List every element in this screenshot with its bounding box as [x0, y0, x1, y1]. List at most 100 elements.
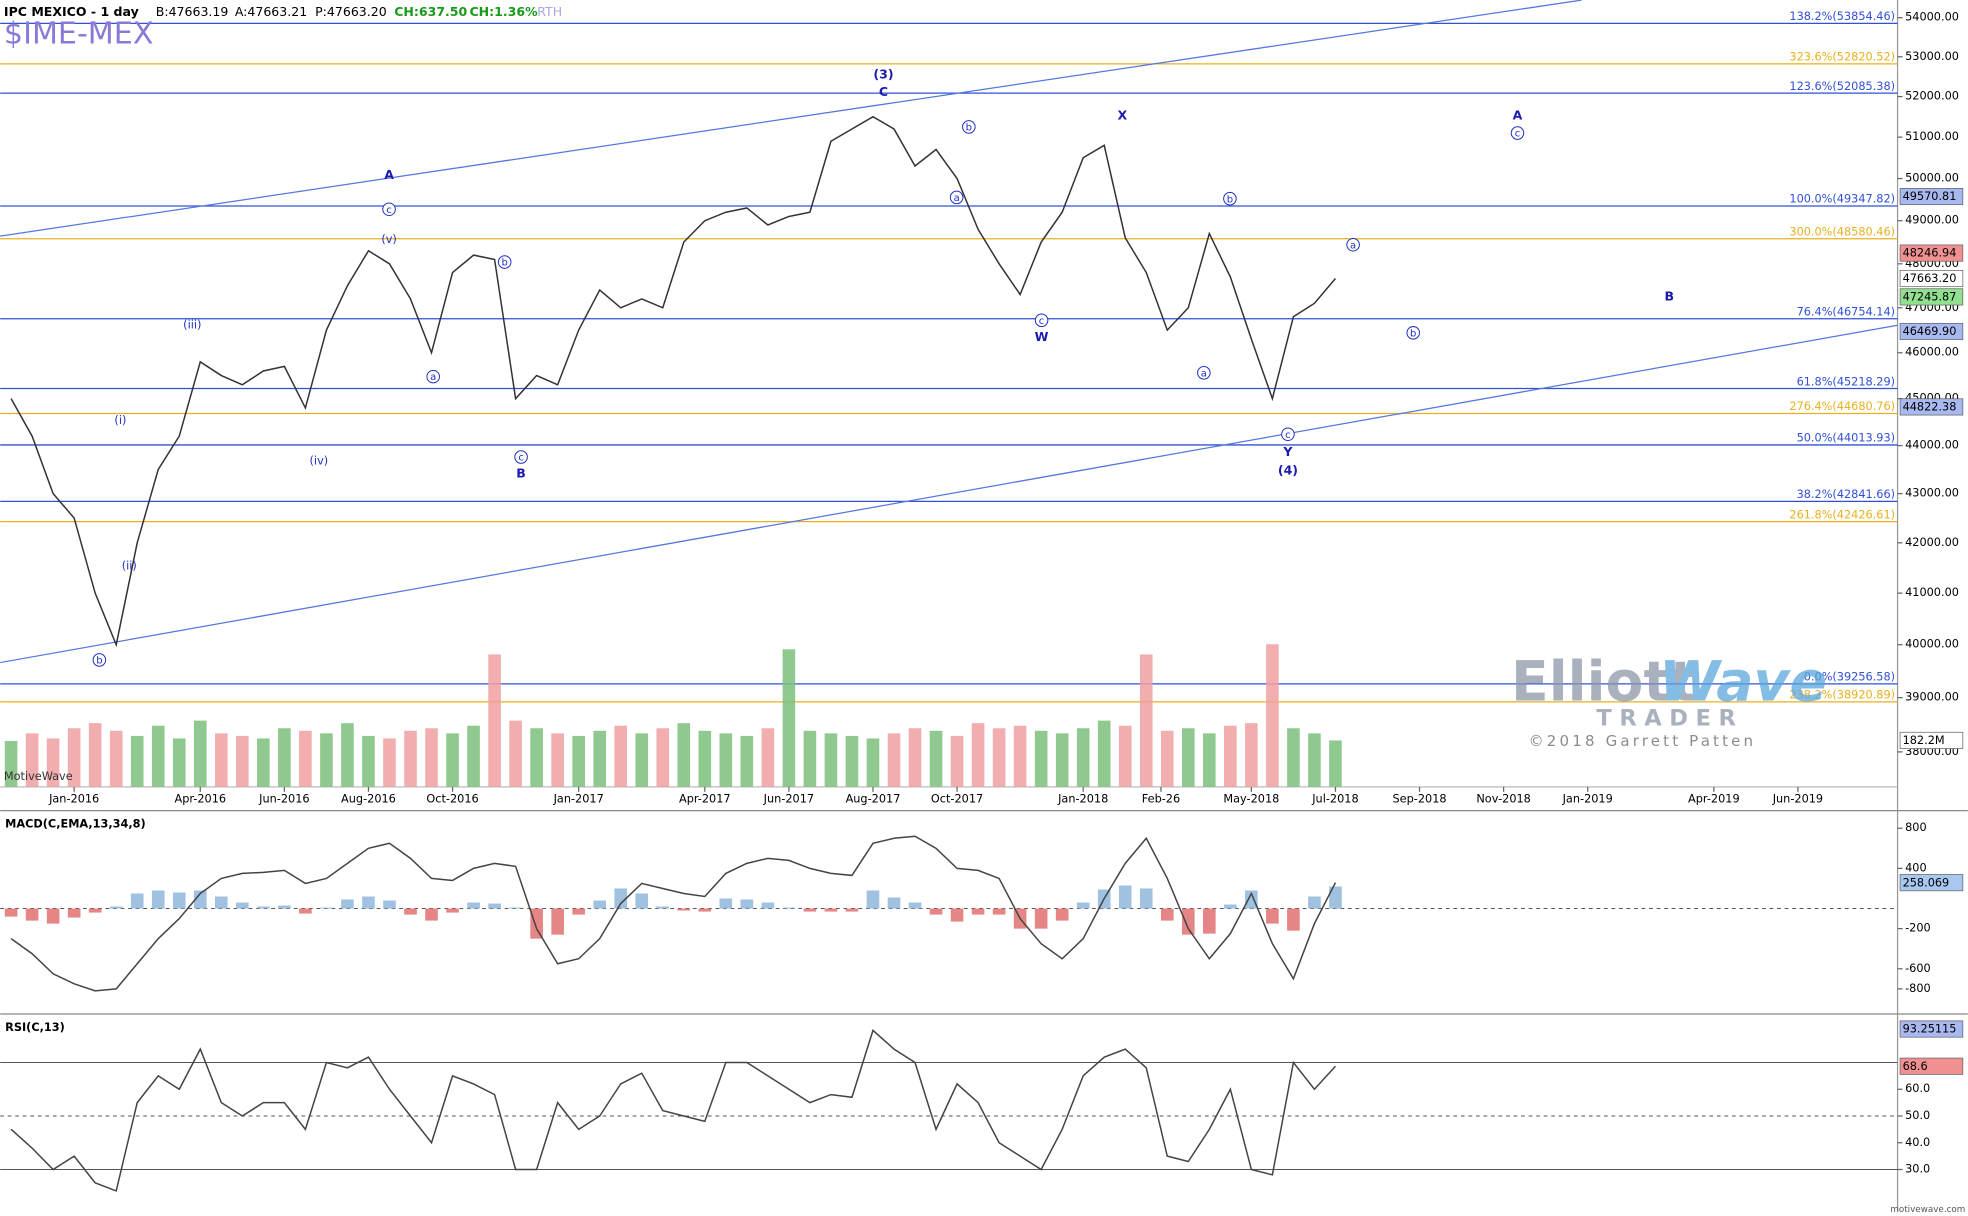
price-tag: 47663.20: [1903, 272, 1957, 285]
volume-bar: [845, 735, 859, 787]
x-tick-label: Jan-2018: [1057, 792, 1108, 805]
fib-label: 76.4%(46754.14): [1797, 305, 1895, 318]
volume-bar: [172, 738, 186, 787]
volume-bar: [1118, 725, 1132, 787]
wave-label: X: [1117, 108, 1127, 123]
y-tick-label: 41000.00: [1905, 586, 1959, 599]
fib-label: 50.0%(44013.93): [1797, 432, 1895, 445]
wave-circle: [962, 120, 976, 134]
histogram-bar: [551, 908, 564, 935]
histogram-bar: [1034, 908, 1048, 929]
histogram-bar: [1287, 908, 1300, 931]
y-tick-label: 54000.00: [1905, 11, 1959, 24]
wave-label: A: [384, 167, 394, 182]
fib-label: 123.6%(52085.38): [1789, 80, 1895, 93]
wave-label: a: [954, 193, 960, 204]
panel-title: MACD(C,EMA,13,34,8): [5, 817, 145, 830]
volume-bar: [1034, 730, 1048, 787]
volume-bar: [1308, 733, 1321, 787]
price-tag-box: [1899, 322, 1964, 341]
volume-bar: [740, 735, 754, 787]
volume-bar: [467, 725, 480, 787]
price-tag-box: [1899, 398, 1964, 416]
fib-label: 38.2%(42841.66): [1797, 488, 1895, 501]
histogram-bar: [908, 902, 922, 909]
price-line: [10, 115, 1337, 648]
value-tag-box: [1899, 1057, 1964, 1075]
volume-bar: [1055, 733, 1069, 787]
y-tick-label: 50000.00: [1905, 172, 1959, 185]
wave-label: W: [1035, 329, 1049, 344]
wave-label: b: [1410, 328, 1416, 339]
volume-bar: [236, 735, 249, 787]
price-tag: 49570.81: [1903, 190, 1957, 203]
histogram-bar: [509, 907, 522, 909]
volume-bar: [782, 649, 796, 787]
volume-bar: [25, 733, 39, 787]
y-tick-label: 42000.00: [1905, 536, 1959, 549]
wave-circle: [92, 653, 107, 667]
histogram-bar: [467, 902, 480, 909]
fib-label: 138.2%(53854.46): [1789, 10, 1895, 23]
brand: MotiveWave: [4, 770, 73, 783]
histogram-bar: [803, 908, 817, 912]
x-tick-label: May-2018: [1223, 792, 1279, 805]
wave-label: (ii): [122, 559, 137, 572]
histogram-bar: [614, 888, 628, 909]
histogram-bar: [109, 906, 123, 909]
fib-label: 323.6%(52820.52): [1789, 51, 1895, 64]
volume-tag-box: [1899, 731, 1964, 749]
fib-label: 261.8%(42426.61): [1789, 508, 1895, 521]
x-tick-label: Oct-2017: [931, 792, 983, 805]
histogram-bar: [130, 893, 144, 909]
wave-circle: [497, 255, 512, 269]
histogram-bar: [1118, 885, 1132, 909]
volume-bar: [530, 728, 543, 787]
quote-ask: A:47663.21: [235, 4, 307, 19]
histogram-bar: [740, 899, 754, 909]
wave-label: a: [1350, 240, 1356, 251]
histogram-bar: [320, 907, 333, 909]
x-tick-label: Jul-2018: [1311, 792, 1358, 805]
session-label: RTH: [537, 4, 562, 19]
plot-layer: Jan-2016 Apr-2016 Jun-2016 Aug-2016 Oct-2016…: [0, 0, 1964, 1192]
volume-bar: [698, 730, 712, 787]
wave-label: a: [430, 372, 436, 383]
price-tag: 48246.94: [1903, 247, 1957, 260]
value-tag-box: [1899, 1020, 1964, 1038]
watermark-word: Elliott: [1511, 650, 1696, 714]
volume-tag: 182.2M: [1903, 734, 1945, 747]
x-tick-label: Jan-2016: [48, 792, 99, 805]
wave-label: b: [966, 123, 972, 134]
histogram-bar: [404, 908, 417, 915]
x-tick-label: Oct-2016: [426, 792, 478, 805]
y-tick-label: -200: [1905, 922, 1931, 935]
y-tick-label: 40000.00: [1905, 638, 1959, 651]
histogram-bar: [1203, 908, 1216, 934]
fib-label: 61.8%(45218.29): [1797, 375, 1895, 388]
volume-bar: [341, 723, 354, 787]
histogram-bar: [383, 900, 396, 909]
fib-label: 238.2%(38920.89): [1789, 689, 1895, 702]
wave-label: B: [1664, 288, 1674, 303]
x-tick-label: Aug-2017: [846, 792, 901, 805]
histogram-bar: [929, 908, 943, 915]
histogram-bar: [719, 898, 733, 909]
quote-price: P:47663.20: [315, 4, 387, 19]
volume-bar: [130, 735, 144, 787]
price-tag-box: [1899, 244, 1964, 262]
histogram-bar: [425, 908, 438, 921]
wave-label: (v): [381, 233, 396, 246]
histogram-bar: [1224, 904, 1237, 909]
x-tick-label: Jan-2017: [553, 792, 604, 805]
value-tag: 93.25115: [1903, 1023, 1957, 1036]
watermark-copyright: ©2018 Garrett Patten: [1529, 732, 1757, 750]
volume-bar: [362, 735, 375, 787]
volume-bar: [1329, 740, 1342, 787]
histogram-bar: [1329, 886, 1342, 909]
volume-bar: [151, 725, 165, 787]
watermark-word: Wave: [1659, 650, 1827, 714]
wave-label: A: [1513, 108, 1523, 123]
